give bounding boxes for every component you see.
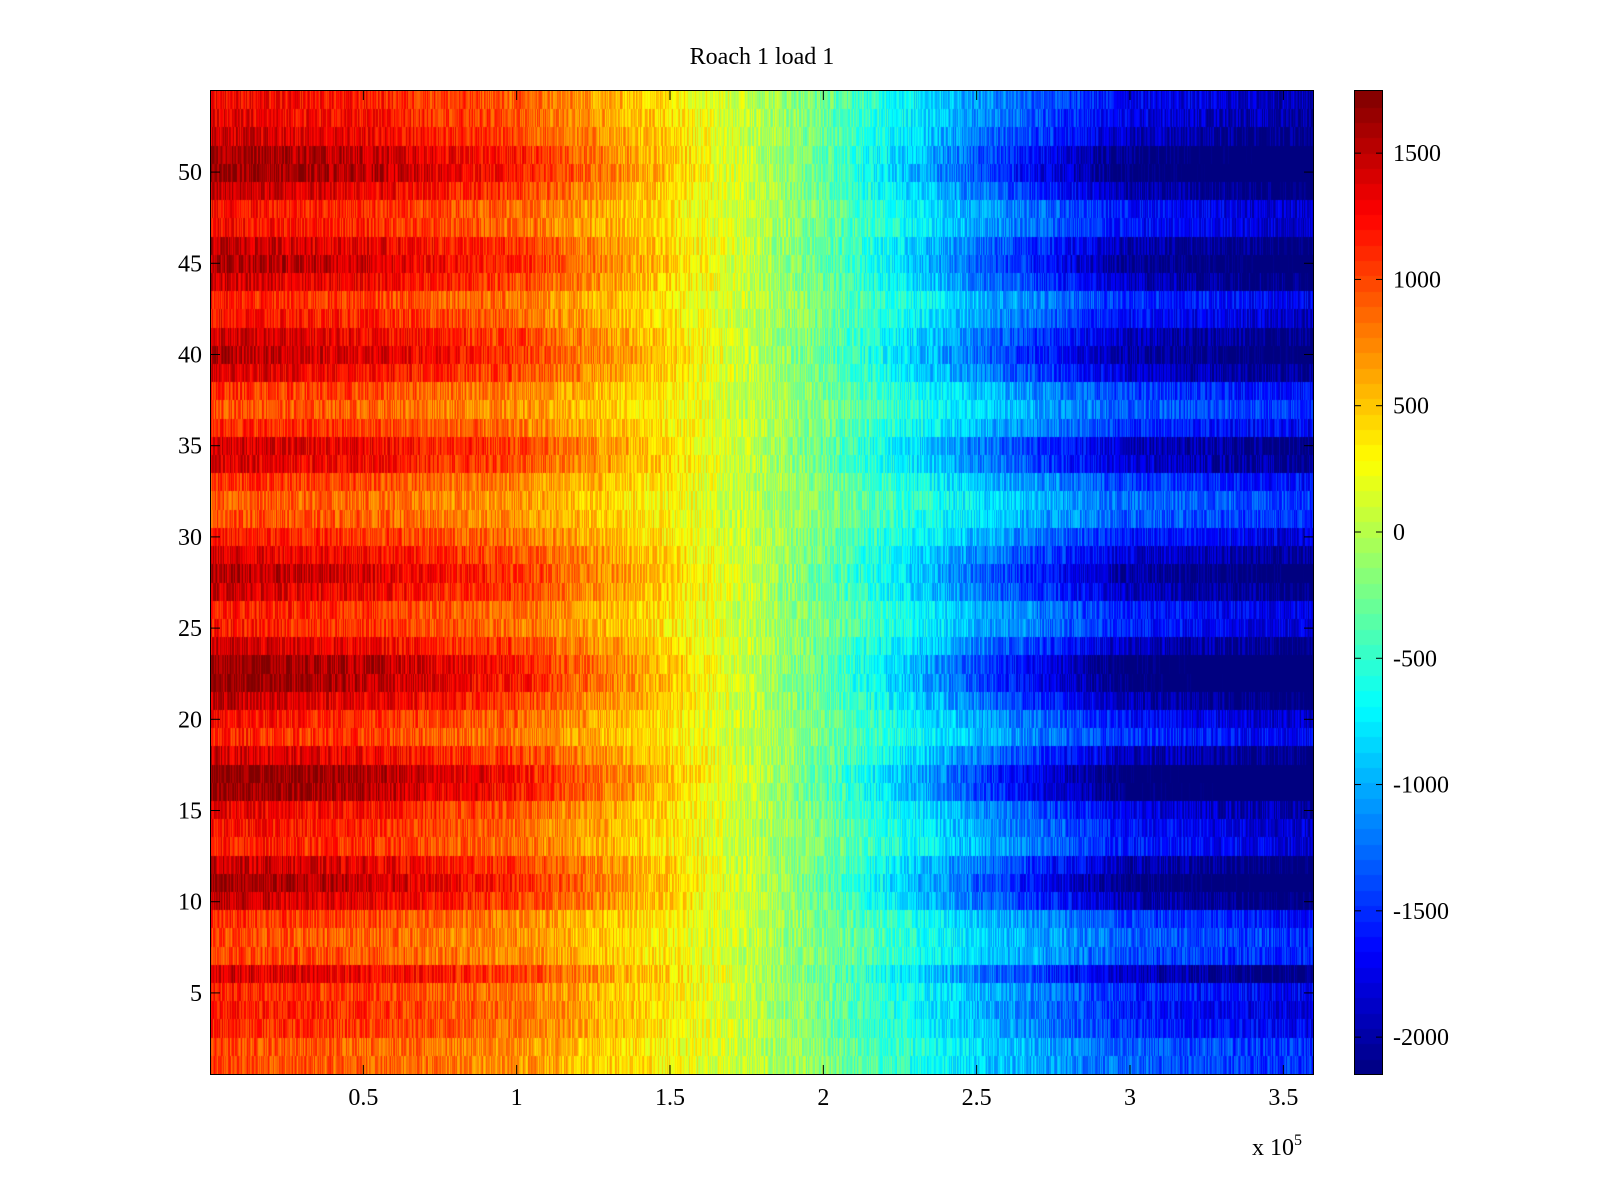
y-tick-label: 30	[178, 525, 202, 551]
x-axis-multiplier: x 105	[1252, 1132, 1302, 1162]
colorbar-tick-label: -2000	[1393, 1025, 1449, 1051]
x-multiplier-base: x 10	[1252, 1135, 1294, 1161]
x-tick-label: 2	[817, 1085, 829, 1111]
x-tick-label: 3	[1124, 1085, 1136, 1111]
colorbar-tick-label: 1500	[1393, 141, 1441, 167]
y-tick-label: 20	[178, 707, 202, 733]
colorbar-tick-label: -500	[1393, 646, 1437, 672]
y-tick-label: 40	[178, 342, 202, 368]
x-tick-label: 0.5	[348, 1085, 378, 1111]
x-multiplier-exponent: 5	[1294, 1132, 1302, 1149]
x-tick-label: 1	[511, 1085, 523, 1111]
x-tick-label: 3.5	[1268, 1085, 1298, 1111]
colorbar-gradient	[1355, 91, 1382, 1074]
y-tick-label: 50	[178, 160, 202, 186]
heatmap-plot-area	[210, 90, 1314, 1075]
colorbar-tick-label: 1000	[1393, 267, 1441, 293]
x-tick-label: 1.5	[655, 1085, 685, 1111]
y-tick-label: 45	[178, 251, 202, 277]
colorbar-tick-label: 0	[1393, 520, 1405, 546]
y-tick-label: 10	[178, 890, 202, 916]
colorbar	[1354, 90, 1383, 1075]
colorbar-tick-label: -1000	[1393, 773, 1449, 799]
colorbar-tick-label: -1500	[1393, 899, 1449, 925]
x-tick-label: 2.5	[962, 1085, 992, 1111]
y-tick-label: 35	[178, 434, 202, 460]
heatmap-image	[211, 91, 1313, 1074]
y-tick-label: 5	[190, 981, 202, 1007]
chart-title: Roach 1 load 1	[689, 44, 835, 70]
y-tick-label: 25	[178, 616, 202, 642]
y-tick-label: 15	[178, 799, 202, 825]
colorbar-tick-label: 500	[1393, 394, 1429, 420]
